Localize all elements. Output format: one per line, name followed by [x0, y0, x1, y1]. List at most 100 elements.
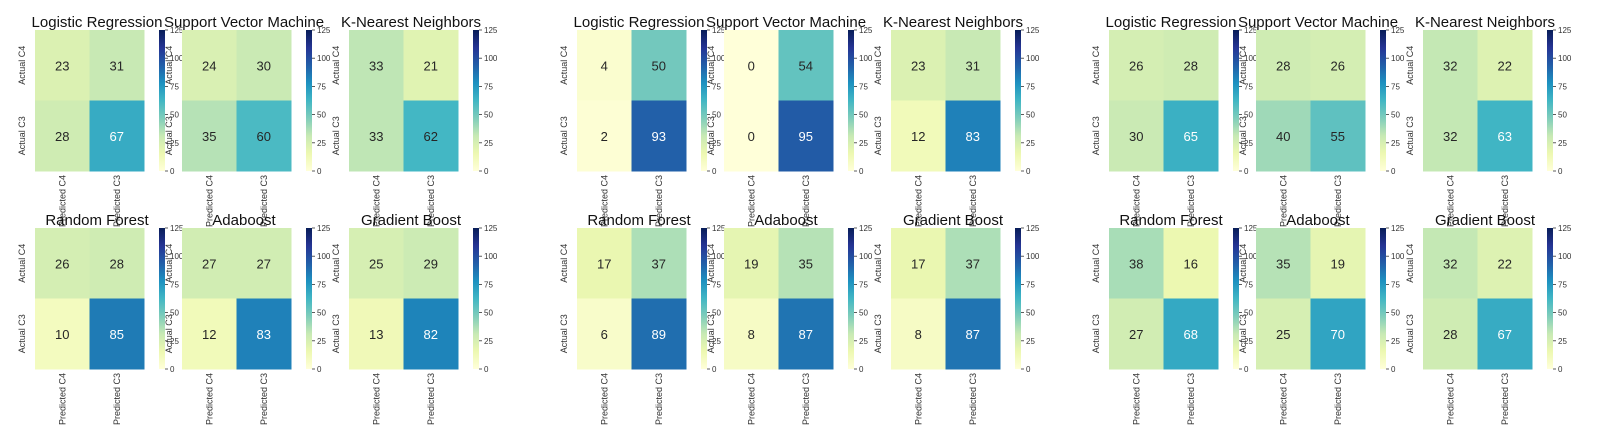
- heatmap-cell: [631, 30, 687, 101]
- heatmap-cell: [631, 100, 687, 172]
- cell-value-label: 40: [1276, 129, 1290, 144]
- cell-value-label: 12: [202, 327, 216, 342]
- colorbar-tick-label: 125: [1558, 224, 1572, 233]
- matrix-title: Logistic Regression: [1106, 14, 1237, 31]
- colorbar-tick-label: 125: [1026, 26, 1040, 35]
- confusion-matrix: 35 19 25 70 Adaboost Actual C4 Actual C3 Predic…: [1238, 212, 1405, 425]
- colorbar-tick-label: 0: [859, 365, 864, 374]
- x-tick-label: Predicted C3: [259, 373, 269, 425]
- colorbar: [473, 30, 479, 171]
- x-tick-label: Predicted C3: [1500, 373, 1510, 425]
- cell-value-label: 17: [597, 256, 611, 271]
- y-tick-label: Actual C4: [331, 244, 341, 283]
- heatmap-cell: [631, 228, 687, 299]
- confusion-matrix: 27 27 12 83 Adaboost Actual C4 Actual C3 Predic…: [164, 212, 331, 425]
- cell-value-label: 28: [1443, 327, 1457, 342]
- heatmap-cell: [1163, 298, 1219, 370]
- y-tick-label: Actual C4: [559, 244, 569, 283]
- colorbar-tick-label: 100: [1026, 252, 1040, 261]
- cell-value-label: 31: [966, 58, 980, 73]
- cell-value-label: 68: [1184, 327, 1198, 342]
- colorbar-tick-label: 25: [859, 139, 868, 148]
- cell-value-label: 21: [424, 58, 438, 73]
- cell-value-label: 93: [652, 129, 666, 144]
- colorbar-tick-label: 50: [712, 309, 721, 318]
- colorbar-tick-label: 50: [712, 111, 721, 120]
- heatmap-cell: [89, 298, 145, 370]
- heatmap-cell: [403, 100, 459, 172]
- cell-value-label: 23: [911, 58, 925, 73]
- y-tick-label: Actual C3: [1238, 116, 1248, 155]
- cell-value-label: 13: [369, 327, 383, 342]
- colorbar: [848, 30, 854, 171]
- confusion-matrix: 33 21 33 62 K-Nearest Neighbors Actual C4 Actu…: [331, 14, 498, 227]
- cell-value-label: 83: [966, 129, 980, 144]
- cell-value-label: 32: [1443, 58, 1457, 73]
- matrix-title: Adaboost: [1286, 212, 1350, 229]
- x-tick-label: Predicted C4: [204, 175, 214, 227]
- cell-value-label: 50: [652, 58, 666, 73]
- colorbar-tick-label: 75: [859, 280, 868, 289]
- heatmap-cell: [403, 298, 459, 370]
- colorbar-tick-label: 75: [170, 82, 179, 91]
- y-tick-label: Actual C4: [17, 244, 27, 283]
- x-tick-label: Predicted C4: [1445, 175, 1455, 227]
- colorbar-tick-label: 75: [1391, 82, 1400, 91]
- matrix-title: Random Forest: [1119, 212, 1223, 229]
- x-tick-label: Predicted C4: [1278, 175, 1288, 227]
- cell-value-label: 22: [1498, 256, 1512, 271]
- cell-value-label: 95: [799, 129, 813, 144]
- colorbar-tick-label: 25: [712, 337, 721, 346]
- heatmap-cell: [1423, 100, 1478, 172]
- heatmap-cell: [403, 228, 459, 299]
- colorbar-tick-label: 25: [1391, 337, 1400, 346]
- colorbar-tick-label: 50: [484, 309, 493, 318]
- heatmap-cell: [1310, 298, 1366, 370]
- x-tick-label: Predicted C4: [57, 175, 67, 227]
- colorbar-tick-label: 100: [1244, 54, 1258, 63]
- x-tick-label: Predicted C4: [599, 373, 609, 425]
- y-tick-label: Actual C3: [1238, 314, 1248, 353]
- cell-value-label: 35: [799, 256, 813, 271]
- colorbar-tick-label: 100: [317, 252, 331, 261]
- cell-value-label: 35: [202, 129, 216, 144]
- cell-value-label: 60: [257, 129, 271, 144]
- colorbar: [306, 30, 312, 171]
- confusion-matrix: 28 26 40 55 Support Vector Machine Actual C4 A…: [1238, 14, 1405, 227]
- confusion-matrix: 19 35 8 87 Adaboost Actual C4 Actual C3 Predict…: [706, 212, 873, 425]
- y-tick-label: Actual C3: [706, 116, 716, 155]
- heatmap-cell: [349, 228, 404, 299]
- heatmap-cell: [891, 100, 946, 172]
- confusion-matrix: 24 30 35 60 Support Vector Machine Actual C4 A…: [164, 14, 331, 227]
- colorbar-tick-label: 0: [1026, 365, 1031, 374]
- heatmap-cell: [1163, 100, 1219, 172]
- colorbar-tick-label: 0: [170, 167, 175, 176]
- y-tick-label: Actual C3: [164, 116, 174, 155]
- y-tick-label: Actual C4: [559, 46, 569, 85]
- colorbar: [1015, 30, 1021, 171]
- colorbar-tick-label: 50: [1558, 309, 1567, 318]
- cell-value-label: 67: [1498, 327, 1512, 342]
- heatmap-cell: [1310, 228, 1366, 299]
- x-tick-label: Predicted C3: [112, 175, 122, 227]
- panel-middle: 4 50 2 93 Logistic Regression Actual C4 Actual…: [559, 14, 1040, 425]
- cell-value-label: 0: [748, 129, 755, 144]
- x-tick-label: Predicted C4: [599, 175, 609, 227]
- heatmap-cell: [1423, 298, 1478, 370]
- colorbar: [1233, 228, 1239, 369]
- y-tick-label: Actual C4: [1238, 46, 1248, 85]
- cell-value-label: 30: [1129, 129, 1143, 144]
- cell-value-label: 87: [799, 327, 813, 342]
- x-tick-label: Predicted C4: [371, 175, 381, 227]
- heatmap-cell: [349, 100, 404, 172]
- y-tick-label: Actual C3: [1091, 314, 1101, 353]
- colorbar: [1015, 228, 1021, 369]
- y-tick-label: Actual C3: [559, 314, 569, 353]
- heatmap-cell: [35, 298, 90, 370]
- colorbar-tick-label: 0: [484, 167, 489, 176]
- y-tick-label: Actual C3: [17, 314, 27, 353]
- colorbar-tick-label: 25: [170, 337, 179, 346]
- matrix-title: Random Forest: [587, 212, 691, 229]
- cell-value-label: 19: [744, 256, 758, 271]
- y-tick-label: Actual C3: [559, 116, 569, 155]
